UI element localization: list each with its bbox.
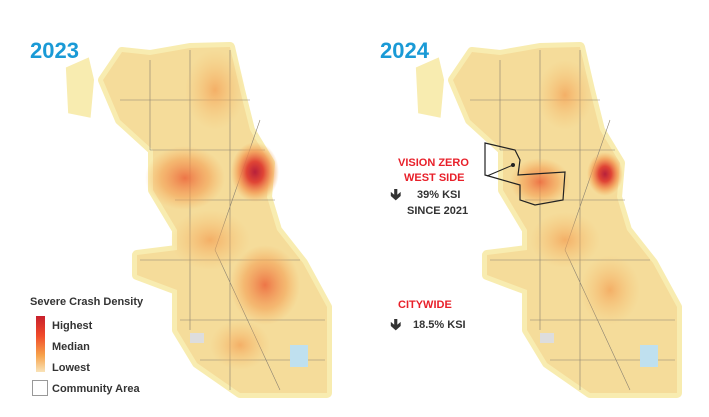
map-2023 — [70, 47, 327, 393]
vision-zero-west-side-boundary — [484, 142, 566, 206]
west-side-title-2: WEST SIDE — [404, 172, 465, 184]
west-side-title-1: VISION ZERO — [398, 157, 469, 169]
west-side-change: 39% KSI — [417, 189, 461, 201]
west-side-since: SINCE 2021 — [407, 205, 469, 217]
arrow-down-icon: 🢃 — [390, 187, 402, 204]
callout-line — [486, 164, 514, 177]
legend-title: Severe Crash Density — [30, 296, 144, 308]
citywide-title: CITYWIDE — [398, 299, 452, 311]
legend-highest: Highest — [52, 320, 93, 332]
legend-lowest: Lowest — [52, 362, 90, 374]
density-color-ramp — [36, 316, 45, 372]
map-year-2023: 2023 — [30, 38, 79, 63]
hotspot-loop — [231, 142, 279, 202]
map-year-2024: 2024 — [380, 38, 429, 63]
arrow-down-icon: 🢃 — [390, 317, 402, 334]
legend-median: Median — [52, 341, 90, 353]
hotspot-west-side — [145, 146, 225, 210]
citywide-change: 18.5% KSI — [413, 319, 466, 331]
community-area-swatch — [32, 380, 48, 396]
legend-community-area: Community Area — [52, 383, 140, 395]
hotspot-loop — [587, 152, 623, 196]
map-2024 — [420, 47, 677, 393]
legend: Severe Crash Density Highest Median Lowe… — [30, 296, 144, 396]
